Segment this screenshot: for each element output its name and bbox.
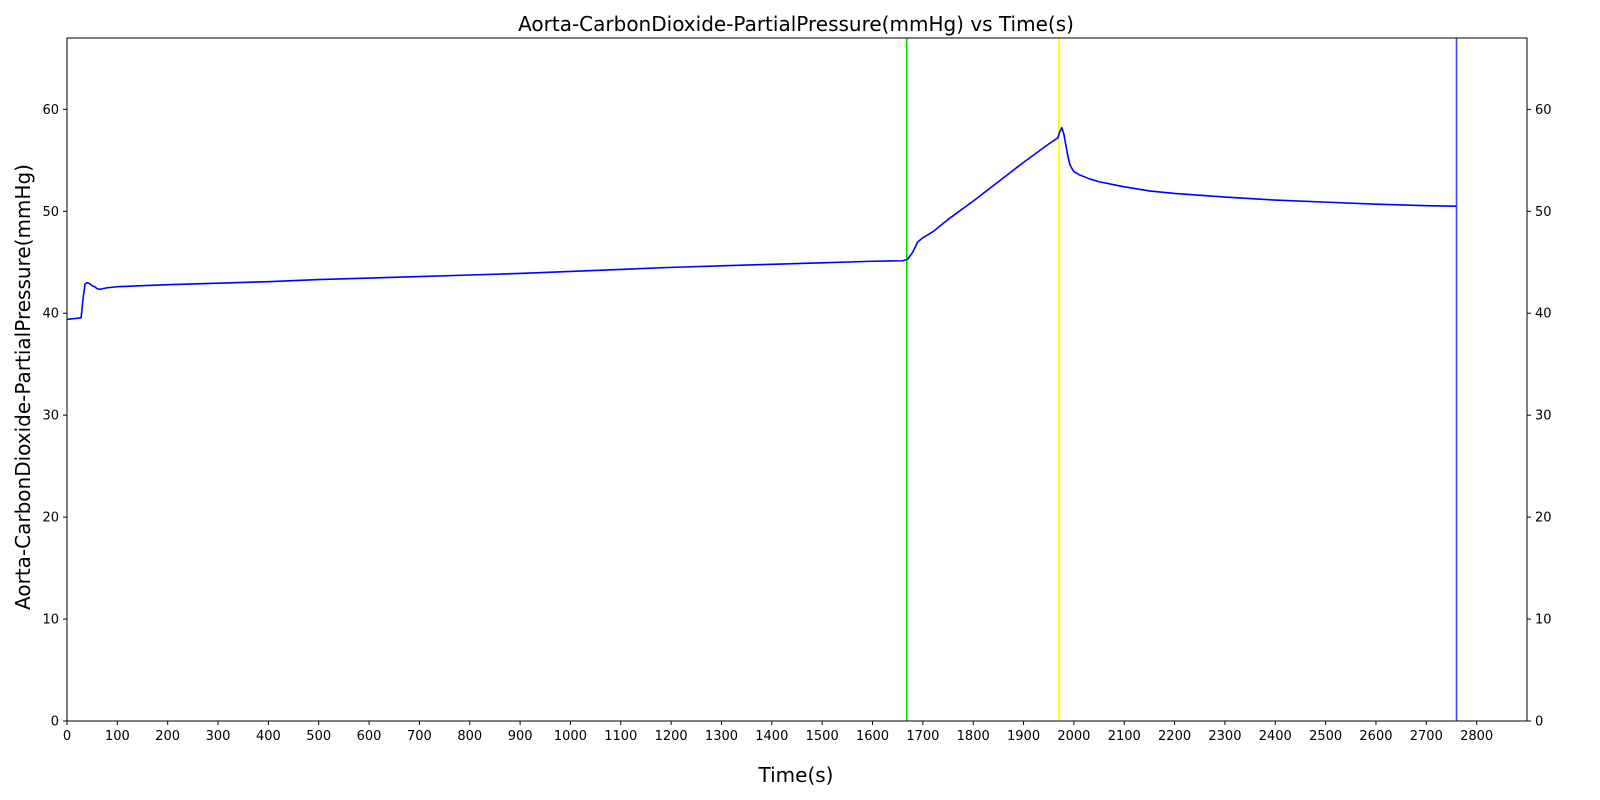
x-tick-label-700: 700 — [407, 729, 432, 744]
x-tick-label-0: 0 — [63, 729, 71, 744]
x-tick-label-1400: 1400 — [755, 729, 788, 744]
plot-frame — [66, 37, 1528, 722]
x-axis-label: Time(s) — [758, 763, 834, 787]
x-tick-label-1500: 1500 — [806, 729, 839, 744]
x-tick-label-2200: 2200 — [1158, 729, 1191, 744]
y-tick-label-60: 60 — [42, 103, 59, 118]
y-axis-right: 0 10 20 30 40 50 60 — [1527, 103, 1552, 730]
x-tick-label-400: 400 — [256, 729, 281, 744]
series-layer — [66, 126, 1457, 321]
x-tick-label-1700: 1700 — [906, 729, 939, 744]
x-tick-label-300: 300 — [206, 729, 231, 744]
x-tick-label-2100: 2100 — [1108, 729, 1141, 744]
y-axis-left: 0 10 20 30 40 50 60 — [42, 103, 67, 730]
y-axis-label: Aorta-CarbonDioxide-PartialPressure(mmHg… — [11, 164, 35, 610]
x-tick-label-600: 600 — [357, 729, 382, 744]
reference-lines — [905, 38, 1458, 721]
y-tick-label-30: 30 — [42, 409, 59, 424]
x-tick-label-2300: 2300 — [1208, 729, 1241, 744]
y-right-tick-label-50: 50 — [1535, 205, 1552, 220]
y-tick-label-50: 50 — [42, 205, 59, 220]
chart-title: Aorta-CarbonDioxide-PartialPressure(mmHg… — [518, 12, 1074, 36]
y-right-tick-label-60: 60 — [1535, 103, 1552, 118]
x-tick-label-1300: 1300 — [705, 729, 738, 744]
x-tick-label-1100: 1100 — [604, 729, 637, 744]
y-right-tick-label-20: 20 — [1535, 511, 1552, 526]
x-tick-label-2500: 2500 — [1309, 729, 1342, 744]
x-tick-label-1800: 1800 — [957, 729, 990, 744]
y-right-tick-label-0: 0 — [1535, 715, 1543, 730]
y-tick-label-20: 20 — [42, 511, 59, 526]
x-tick-label-1000: 1000 — [554, 729, 587, 744]
x-tick-label-200: 200 — [155, 729, 180, 744]
x-tick-label-1900: 1900 — [1007, 729, 1040, 744]
y-right-tick-label-30: 30 — [1535, 409, 1552, 424]
x-tick-label-2000: 2000 — [1057, 729, 1090, 744]
x-tick-label-100: 100 — [105, 729, 130, 744]
series-line-1 — [66, 126, 1457, 321]
x-tick-label-2400: 2400 — [1259, 729, 1292, 744]
x-tick-label-800: 800 — [457, 729, 482, 744]
x-tick-label-900: 900 — [508, 729, 533, 744]
y-tick-label-40: 40 — [42, 307, 59, 322]
x-axis: 0 100 200 300 400 500 600 700 800 900 1000 1100 1200… — [63, 721, 1493, 744]
y-tick-label-0: 0 — [51, 715, 59, 730]
x-tick-label-500: 500 — [306, 729, 331, 744]
x-tick-label-1600: 1600 — [856, 729, 889, 744]
x-tick-label-1200: 1200 — [655, 729, 688, 744]
x-tick-label-2800: 2800 — [1460, 729, 1493, 744]
y-right-tick-label-40: 40 — [1535, 307, 1552, 322]
y-right-tick-label-10: 10 — [1535, 613, 1552, 628]
y-tick-label-10: 10 — [42, 613, 59, 628]
x-tick-label-2600: 2600 — [1359, 729, 1392, 744]
x-tick-label-2700: 2700 — [1410, 729, 1443, 744]
